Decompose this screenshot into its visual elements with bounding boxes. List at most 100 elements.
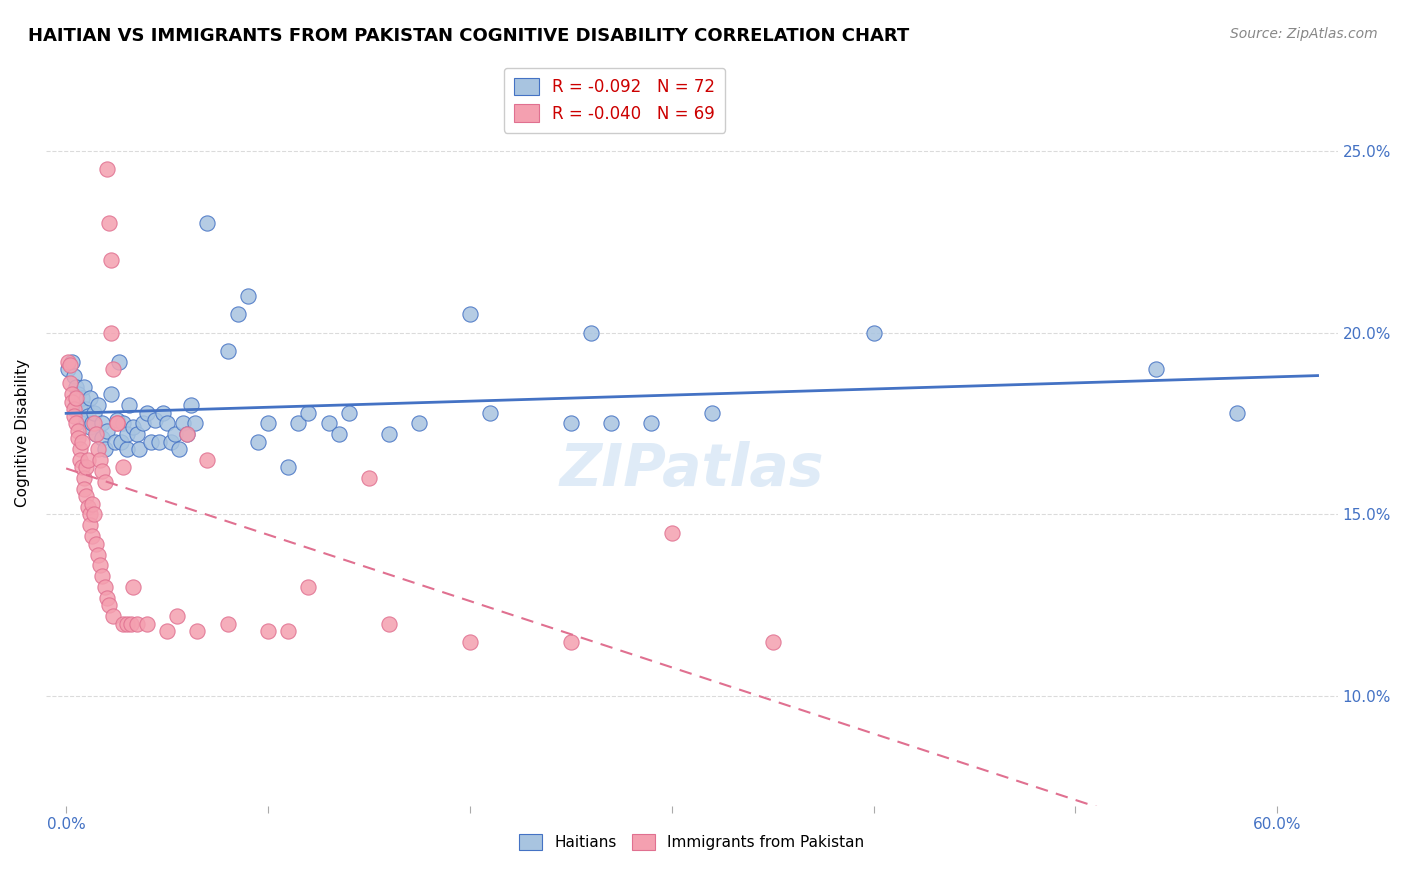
Point [337,406,360,420]
Text: HAITIAN VS IMMIGRANTS FROM PAKISTAN COGNITIVE DISABILITY CORRELATION CHART: HAITIAN VS IMMIGRANTS FROM PAKISTAN COGN… [28,27,910,45]
Point [640,417,662,431]
Point [110,434,132,449]
Point [79,508,101,522]
Point [277,624,299,638]
Point [125,616,148,631]
Point [560,417,582,431]
Point [139,434,162,449]
Point [69,453,91,467]
Point [105,417,128,431]
Point [60,394,83,409]
Point [69,442,91,456]
Point [69,401,91,416]
Point [72,434,94,449]
Point [97,216,120,230]
Point [91,464,114,478]
Point [118,398,141,412]
Point [1144,362,1167,376]
Point [91,431,114,445]
Point [77,453,100,467]
Point [700,406,723,420]
Point [111,460,134,475]
Point [128,442,150,456]
Text: ZIPatlas: ZIPatlas [560,442,824,499]
Point [82,417,104,431]
Point [82,497,104,511]
Point [65,398,87,412]
Point [217,616,239,631]
Point [91,417,114,431]
Point [152,406,174,420]
Point [86,427,108,442]
Point [87,548,110,562]
Point [408,417,430,431]
Point [86,536,108,550]
Point [56,354,79,368]
Point [59,376,82,391]
Point [93,580,115,594]
Point [75,489,97,503]
Point [579,326,602,340]
Point [115,616,138,631]
Point [73,471,96,485]
Point [160,434,183,449]
Point [287,417,309,431]
Point [125,427,148,442]
Point [862,326,884,340]
Point [87,442,110,456]
Point [105,413,128,427]
Point [72,460,94,475]
Point [328,427,350,442]
Point [100,252,122,267]
Point [257,417,280,431]
Point [96,424,118,438]
Point [135,406,157,420]
Point [121,420,143,434]
Point [120,616,142,631]
Point [93,442,115,456]
Point [184,417,207,431]
Point [63,401,86,416]
Point [91,569,114,583]
Point [143,413,166,427]
Point [186,624,208,638]
Legend: R = -0.092   N = 72, R = -0.040   N = 69: R = -0.092 N = 72, R = -0.040 N = 69 [503,68,725,133]
Point [458,307,481,321]
Point [111,616,134,631]
Point [166,609,188,624]
Point [97,599,120,613]
Point [318,417,340,431]
Point [82,529,104,543]
Point [79,420,101,434]
Point [297,406,319,420]
Point [111,417,134,431]
Point [121,580,143,594]
Point [77,500,100,515]
Point [560,635,582,649]
Point [65,391,87,405]
Point [79,391,101,405]
Point [297,580,319,594]
Point [378,427,401,442]
Point [83,417,105,431]
Point [479,406,502,420]
Point [257,624,280,638]
Point [115,427,138,442]
Point [167,442,190,456]
Point [132,417,155,431]
Point [60,354,83,368]
Point [277,460,299,475]
Point [172,417,194,431]
Point [148,434,170,449]
Point [73,380,96,394]
Point [83,508,105,522]
Point [176,427,198,442]
Point [89,558,111,573]
Point [762,635,785,649]
Point [197,453,219,467]
Point [100,387,122,401]
Point [67,387,90,401]
Point [86,427,108,442]
Point [236,289,259,303]
Point [246,434,269,449]
